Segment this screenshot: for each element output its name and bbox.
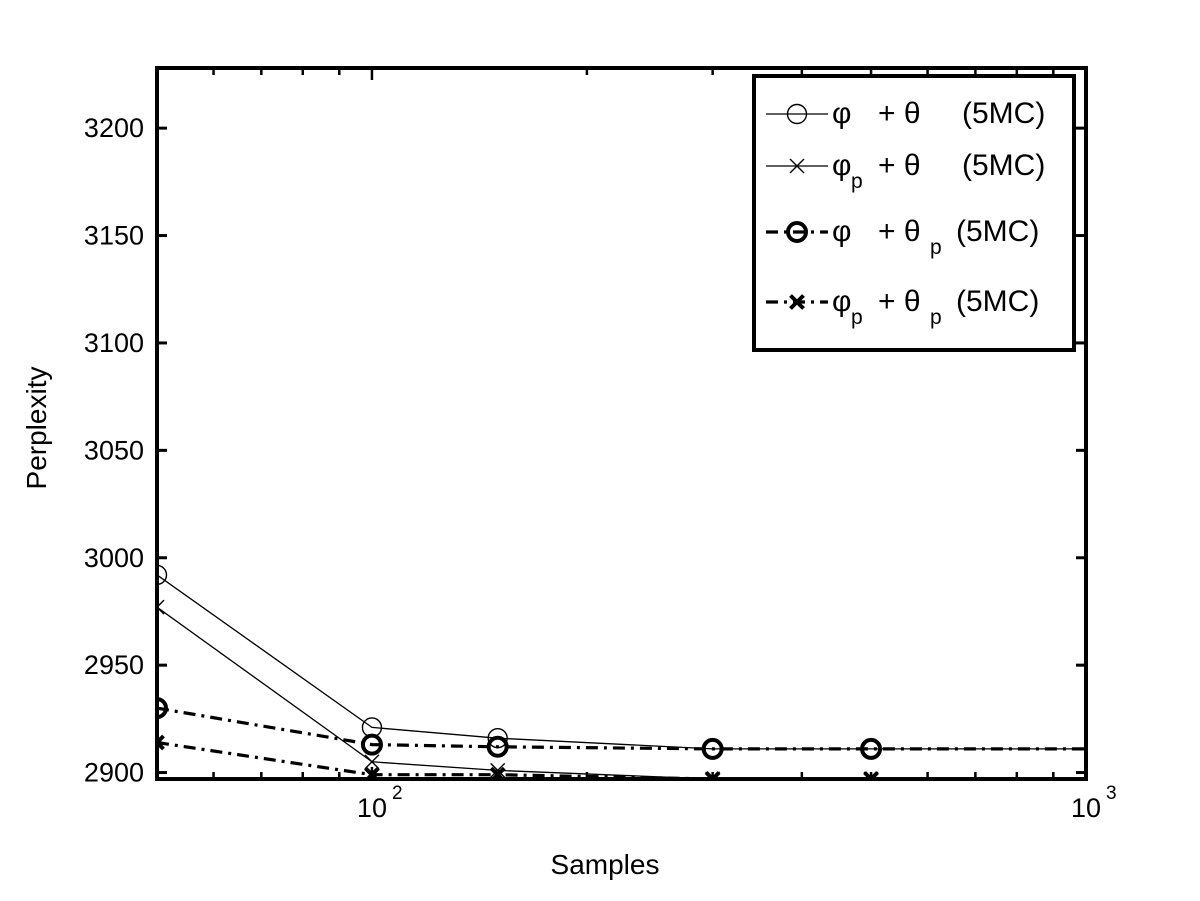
legend-operator: + θ bbox=[878, 215, 921, 248]
legend-tail: (5MC) bbox=[962, 149, 1045, 182]
series-3-point bbox=[157, 697, 168, 720]
y-tick-label: 3050 bbox=[84, 435, 144, 465]
legend-subscript: p bbox=[851, 170, 863, 193]
series-4-line bbox=[157, 740, 1086, 779]
series-4-point bbox=[863, 771, 879, 779]
x-tick-exponent: 3 bbox=[1106, 783, 1117, 804]
series-2 bbox=[157, 599, 1086, 779]
legend-tail: (5MC) bbox=[956, 215, 1039, 248]
legend-subscript: p bbox=[851, 306, 863, 329]
legend-symbol: φ bbox=[832, 285, 851, 318]
series-3-point bbox=[360, 733, 383, 756]
plot-frame bbox=[155, 66, 1088, 781]
y-tick-label: 3200 bbox=[84, 113, 144, 143]
x-tick-exponent: 2 bbox=[392, 783, 403, 804]
legend-entry-4: φ p + θ p (5MC) bbox=[766, 285, 1039, 329]
legend-swatch-marker bbox=[789, 294, 805, 310]
series-1-point bbox=[157, 564, 168, 586]
legend-tail: (5MC) bbox=[962, 97, 1045, 130]
series-2-line bbox=[157, 606, 1086, 779]
x-tick-label: 10 bbox=[357, 793, 387, 823]
x-tick-label: 10 bbox=[1071, 793, 1101, 823]
series-4-point bbox=[489, 766, 506, 779]
series-3-point bbox=[486, 735, 509, 758]
series-2-point bbox=[364, 754, 380, 770]
y-tick-label: 3150 bbox=[84, 221, 144, 251]
x-axis-label: Samples bbox=[551, 849, 660, 880]
legend-subscript: p bbox=[930, 306, 942, 329]
legend-entry-1: φ + θ (5MC) bbox=[766, 97, 1045, 130]
y-tick-label: 3100 bbox=[84, 328, 144, 358]
legend-box bbox=[752, 74, 1076, 352]
plot-marks bbox=[157, 564, 1086, 779]
series-3-line bbox=[157, 706, 1086, 751]
legend-entry-2: φ p + θ (5MC) bbox=[766, 149, 1045, 193]
legend-swatch-marker bbox=[786, 221, 808, 243]
legend-tail: (5MC) bbox=[956, 285, 1039, 318]
y-axis-label: Perplexity bbox=[21, 367, 52, 490]
legend-swatch-marker bbox=[789, 158, 805, 174]
legend-symbol: φ bbox=[832, 149, 851, 182]
legend-operator: + θ bbox=[878, 97, 921, 130]
series-1 bbox=[157, 564, 1086, 760]
legend-symbol: φ bbox=[832, 97, 851, 130]
legend-symbol: φ bbox=[832, 215, 851, 248]
series-3 bbox=[157, 697, 1086, 760]
legend-swatch-marker bbox=[786, 103, 808, 125]
legend-operator: + θ bbox=[878, 285, 921, 318]
series-4 bbox=[157, 734, 1086, 779]
legend: φ + θ (5MC)φ p + θ (5MC)φ + θ p (5MC)φ p + θ p (5MC) bbox=[752, 74, 1076, 352]
series-3-point bbox=[701, 737, 724, 760]
legend-subscript: p bbox=[930, 236, 942, 259]
series-3-point bbox=[860, 737, 883, 760]
y-tick-label: 2950 bbox=[84, 650, 144, 680]
series-4-point bbox=[704, 771, 721, 779]
legend-operator: + θ bbox=[878, 149, 921, 182]
series-2-point bbox=[490, 762, 506, 778]
series-1-line bbox=[157, 574, 1086, 750]
y-tick-label: 3000 bbox=[84, 543, 144, 573]
legend-entry-3: φ + θ p (5MC) bbox=[766, 215, 1039, 259]
y-tick-label: 2900 bbox=[84, 758, 144, 788]
series-4-point bbox=[157, 734, 165, 751]
series-2-point bbox=[157, 599, 165, 615]
